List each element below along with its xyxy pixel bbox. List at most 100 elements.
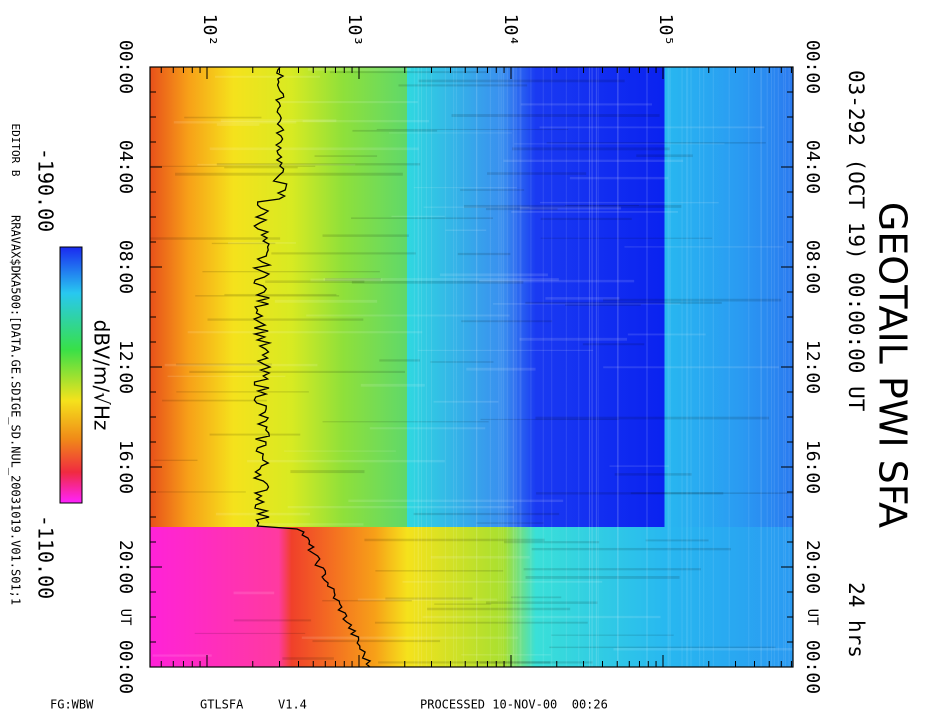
texture-stripe bbox=[457, 252, 511, 256]
texture-stripe bbox=[173, 121, 297, 124]
texture-column bbox=[703, 67, 705, 667]
texture-stripe bbox=[364, 538, 545, 542]
texture-stripe bbox=[413, 187, 517, 189]
texture-stripe bbox=[418, 79, 625, 83]
texture-stripe bbox=[374, 621, 588, 624]
texture-stripe bbox=[434, 603, 492, 605]
texture-stripe bbox=[375, 570, 504, 572]
texture-stripe bbox=[323, 278, 559, 281]
texture-stripe bbox=[167, 375, 286, 378]
texture-column bbox=[771, 67, 773, 667]
texture-column bbox=[519, 67, 521, 667]
texture-stripe bbox=[546, 142, 766, 144]
footer-version: V1.4 bbox=[278, 698, 307, 712]
texture-stripe bbox=[348, 499, 564, 503]
texture-stripe bbox=[511, 147, 670, 151]
texture-stripe bbox=[207, 318, 364, 321]
texture-column bbox=[455, 67, 457, 667]
texture-column bbox=[591, 67, 593, 667]
texture-stripe bbox=[152, 654, 212, 657]
texture-column bbox=[530, 67, 532, 667]
texture-stripe bbox=[461, 320, 553, 323]
texture-column bbox=[748, 67, 750, 667]
texture-stripe bbox=[184, 116, 262, 119]
texture-stripe bbox=[602, 298, 782, 302]
texture-column bbox=[520, 67, 522, 667]
texture-stripe bbox=[351, 217, 494, 220]
texture-stripe bbox=[480, 418, 619, 421]
texture-stripe bbox=[271, 252, 416, 255]
texture-stripe bbox=[322, 599, 412, 602]
texture-stripe bbox=[209, 147, 419, 151]
texture-stripe bbox=[265, 280, 365, 283]
texture-stripe bbox=[287, 505, 514, 509]
texture-stripe bbox=[357, 598, 498, 601]
texture-stripe bbox=[565, 304, 641, 306]
texture-stripe bbox=[545, 297, 620, 300]
time-unit: UT bbox=[117, 609, 133, 626]
texture-stripe bbox=[540, 217, 632, 221]
texture-stripe bbox=[569, 176, 669, 180]
texture-stripe bbox=[282, 657, 334, 660]
texture-stripe bbox=[153, 459, 198, 462]
texture-column bbox=[425, 67, 427, 667]
texture-stripe bbox=[352, 129, 438, 132]
texture-stripe bbox=[549, 646, 776, 649]
texture-stripe bbox=[378, 661, 593, 664]
texture-stripe bbox=[525, 576, 680, 579]
texture-column bbox=[513, 67, 515, 667]
time-label: 20:00 bbox=[802, 540, 823, 594]
frequency-label: 10² bbox=[199, 14, 220, 47]
texture-column bbox=[578, 67, 580, 667]
footer-mode: FG:WBW bbox=[50, 698, 94, 712]
frequency-label: 10³ bbox=[344, 14, 365, 47]
texture-stripe bbox=[466, 367, 536, 371]
texture-column bbox=[596, 67, 598, 667]
time-label: 04:00 bbox=[802, 140, 823, 194]
spectrogram bbox=[149, 66, 826, 668]
texture-column bbox=[597, 67, 599, 667]
texture-column bbox=[431, 67, 433, 667]
colorbar-min: -190.00 bbox=[34, 148, 58, 232]
texture-column bbox=[617, 67, 619, 667]
texture-stripe bbox=[360, 383, 425, 387]
colorbar-max: -110.00 bbox=[34, 515, 58, 599]
texture-stripe bbox=[540, 237, 713, 239]
title: GEOTAIL PWI SFA bbox=[871, 202, 915, 528]
texture-stripe bbox=[302, 119, 430, 123]
texture-column bbox=[667, 67, 669, 667]
time-label: 04:00 bbox=[115, 140, 136, 194]
texture-stripe bbox=[312, 640, 441, 643]
texture-stripe bbox=[422, 615, 661, 619]
texture-stripe bbox=[233, 591, 275, 595]
texture-stripe bbox=[531, 547, 731, 551]
texture-column bbox=[417, 67, 419, 667]
texture-stripe bbox=[214, 75, 321, 78]
texture-stripe bbox=[603, 366, 779, 369]
texture-column bbox=[502, 67, 504, 667]
texture-stripe bbox=[582, 343, 645, 346]
texture-stripe bbox=[614, 473, 692, 476]
spectrogram-night bbox=[150, 527, 793, 667]
texture-stripe bbox=[433, 400, 499, 403]
texture-column bbox=[687, 67, 689, 667]
texture-stripe bbox=[487, 172, 587, 175]
texture-stripe bbox=[413, 512, 560, 516]
subtitle: 03-292 (OCT 19) 00:00:00 UT bbox=[844, 70, 868, 412]
texture-column bbox=[498, 67, 500, 667]
texture-column bbox=[489, 67, 491, 667]
texture-stripe bbox=[209, 433, 301, 436]
texture-stripe bbox=[175, 172, 403, 176]
texture-column bbox=[690, 67, 692, 667]
texture-stripe bbox=[402, 580, 603, 583]
texture-column bbox=[760, 67, 762, 667]
texture-column bbox=[777, 67, 779, 667]
duration: 24 hrs bbox=[844, 582, 868, 658]
texture-column bbox=[500, 67, 502, 667]
file-path: RRAVAX$DKA500:[DATA.GE.SDIGE_SD.NUL_2003… bbox=[9, 215, 23, 605]
texture-column bbox=[699, 67, 701, 667]
texture-stripe bbox=[479, 661, 551, 664]
texture-stripe bbox=[645, 539, 709, 542]
texture-stripe bbox=[503, 159, 684, 162]
